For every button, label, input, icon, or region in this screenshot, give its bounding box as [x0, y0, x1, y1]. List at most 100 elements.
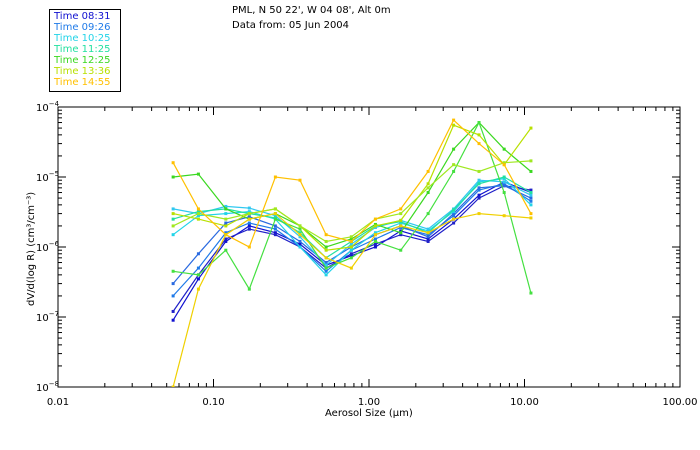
- x-tick-label-3: 10.00: [510, 397, 539, 408]
- data-point: [171, 207, 175, 211]
- data-point: [224, 248, 228, 252]
- y-tick-label-0: 10−8: [36, 380, 59, 394]
- data-point: [273, 227, 277, 231]
- data-point: [452, 118, 456, 122]
- data-point: [171, 318, 175, 322]
- data-point: [196, 210, 200, 214]
- data-point: [247, 210, 251, 214]
- data-point: [477, 188, 481, 192]
- data-point: [502, 191, 506, 195]
- data-point: [529, 216, 533, 220]
- data-point: [426, 212, 430, 216]
- data-point: [171, 309, 175, 313]
- data-point: [502, 147, 506, 151]
- data-point: [298, 242, 302, 246]
- data-point: [324, 266, 328, 270]
- y-tick-label-2: 10−6: [36, 240, 60, 254]
- data-point: [349, 266, 353, 270]
- legend-entry-5: Time 13:36: [54, 66, 111, 77]
- data-point: [399, 248, 403, 252]
- data-point: [298, 231, 302, 235]
- data-point: [399, 229, 403, 233]
- series-8: [171, 121, 533, 295]
- series-12: [171, 212, 533, 387]
- data-point: [502, 182, 506, 186]
- data-point: [399, 233, 403, 237]
- data-point: [426, 182, 430, 186]
- data-point: [426, 237, 430, 241]
- data-point: [196, 214, 200, 218]
- data-point: [452, 210, 456, 214]
- data-point: [273, 231, 277, 235]
- data-point: [224, 239, 228, 243]
- y-axis-label: dV/d(log R) (cm³/cm⁻³): [26, 191, 37, 306]
- data-point: [502, 161, 506, 165]
- data-point: [399, 207, 403, 211]
- data-point: [349, 245, 353, 249]
- x-tick-label-0: 0.01: [47, 397, 69, 408]
- legend-entry-3: Time 11:25: [54, 44, 111, 55]
- data-point: [171, 175, 175, 179]
- data-point: [247, 227, 251, 231]
- data-point: [452, 221, 456, 225]
- legend-entry-2: Time 10:25: [54, 33, 111, 44]
- x-tick-label-1: 0.10: [202, 397, 224, 408]
- x-tick-label-4: 100.00: [663, 397, 698, 408]
- x-axis-ticks: 0.01 0.10 1.00 10.00 100.00: [47, 107, 698, 408]
- legend-entry-1: Time 09:26: [54, 22, 111, 33]
- data-point: [477, 180, 481, 184]
- data-point: [171, 212, 175, 216]
- data-point: [324, 233, 328, 237]
- y-tick-label-1: 10−7: [36, 310, 59, 324]
- x-tick-label-2: 1.00: [358, 397, 380, 408]
- data-point: [502, 180, 506, 184]
- data-point: [477, 121, 481, 125]
- data-point: [224, 212, 228, 216]
- legend-entry-6: Time 14:55: [54, 77, 111, 88]
- data-point: [224, 207, 228, 211]
- data-point: [324, 239, 328, 243]
- data-point: [171, 224, 175, 228]
- data-point: [224, 237, 228, 241]
- data-point: [349, 239, 353, 243]
- data-point: [224, 204, 228, 208]
- data-point: [426, 231, 430, 235]
- data-point: [247, 224, 251, 228]
- data-point: [171, 269, 175, 273]
- data-point: [171, 217, 175, 221]
- data-point: [273, 212, 277, 216]
- data-point: [529, 291, 533, 295]
- data-point: [349, 242, 353, 246]
- data-point: [529, 188, 533, 192]
- data-point: [477, 212, 481, 216]
- data-point: [273, 175, 277, 179]
- data-point: [399, 212, 403, 216]
- data-point: [349, 248, 353, 252]
- data-point: [298, 239, 302, 243]
- data-point: [298, 224, 302, 228]
- data-point: [529, 212, 533, 216]
- data-point: [452, 214, 456, 218]
- legend-entry-4: Time 12:25: [54, 55, 111, 66]
- data-point: [426, 239, 430, 243]
- data-point: [324, 273, 328, 277]
- data-point: [196, 217, 200, 221]
- data-point: [529, 199, 533, 203]
- data-point: [196, 287, 200, 291]
- data-point: [171, 161, 175, 165]
- data-point: [373, 224, 377, 228]
- data-point: [373, 245, 377, 249]
- data-point: [224, 217, 228, 221]
- data-point: [273, 214, 277, 218]
- data-point: [324, 256, 328, 260]
- data-point: [373, 237, 377, 241]
- data-point: [477, 186, 481, 190]
- data-point: [399, 218, 403, 222]
- x-axis-label: Aerosol Size (μm): [325, 408, 413, 419]
- data-point: [529, 193, 533, 197]
- data-point: [477, 196, 481, 200]
- data-point: [477, 182, 481, 186]
- data-point: [196, 212, 200, 216]
- data-point: [247, 221, 251, 225]
- data-point: [426, 169, 430, 173]
